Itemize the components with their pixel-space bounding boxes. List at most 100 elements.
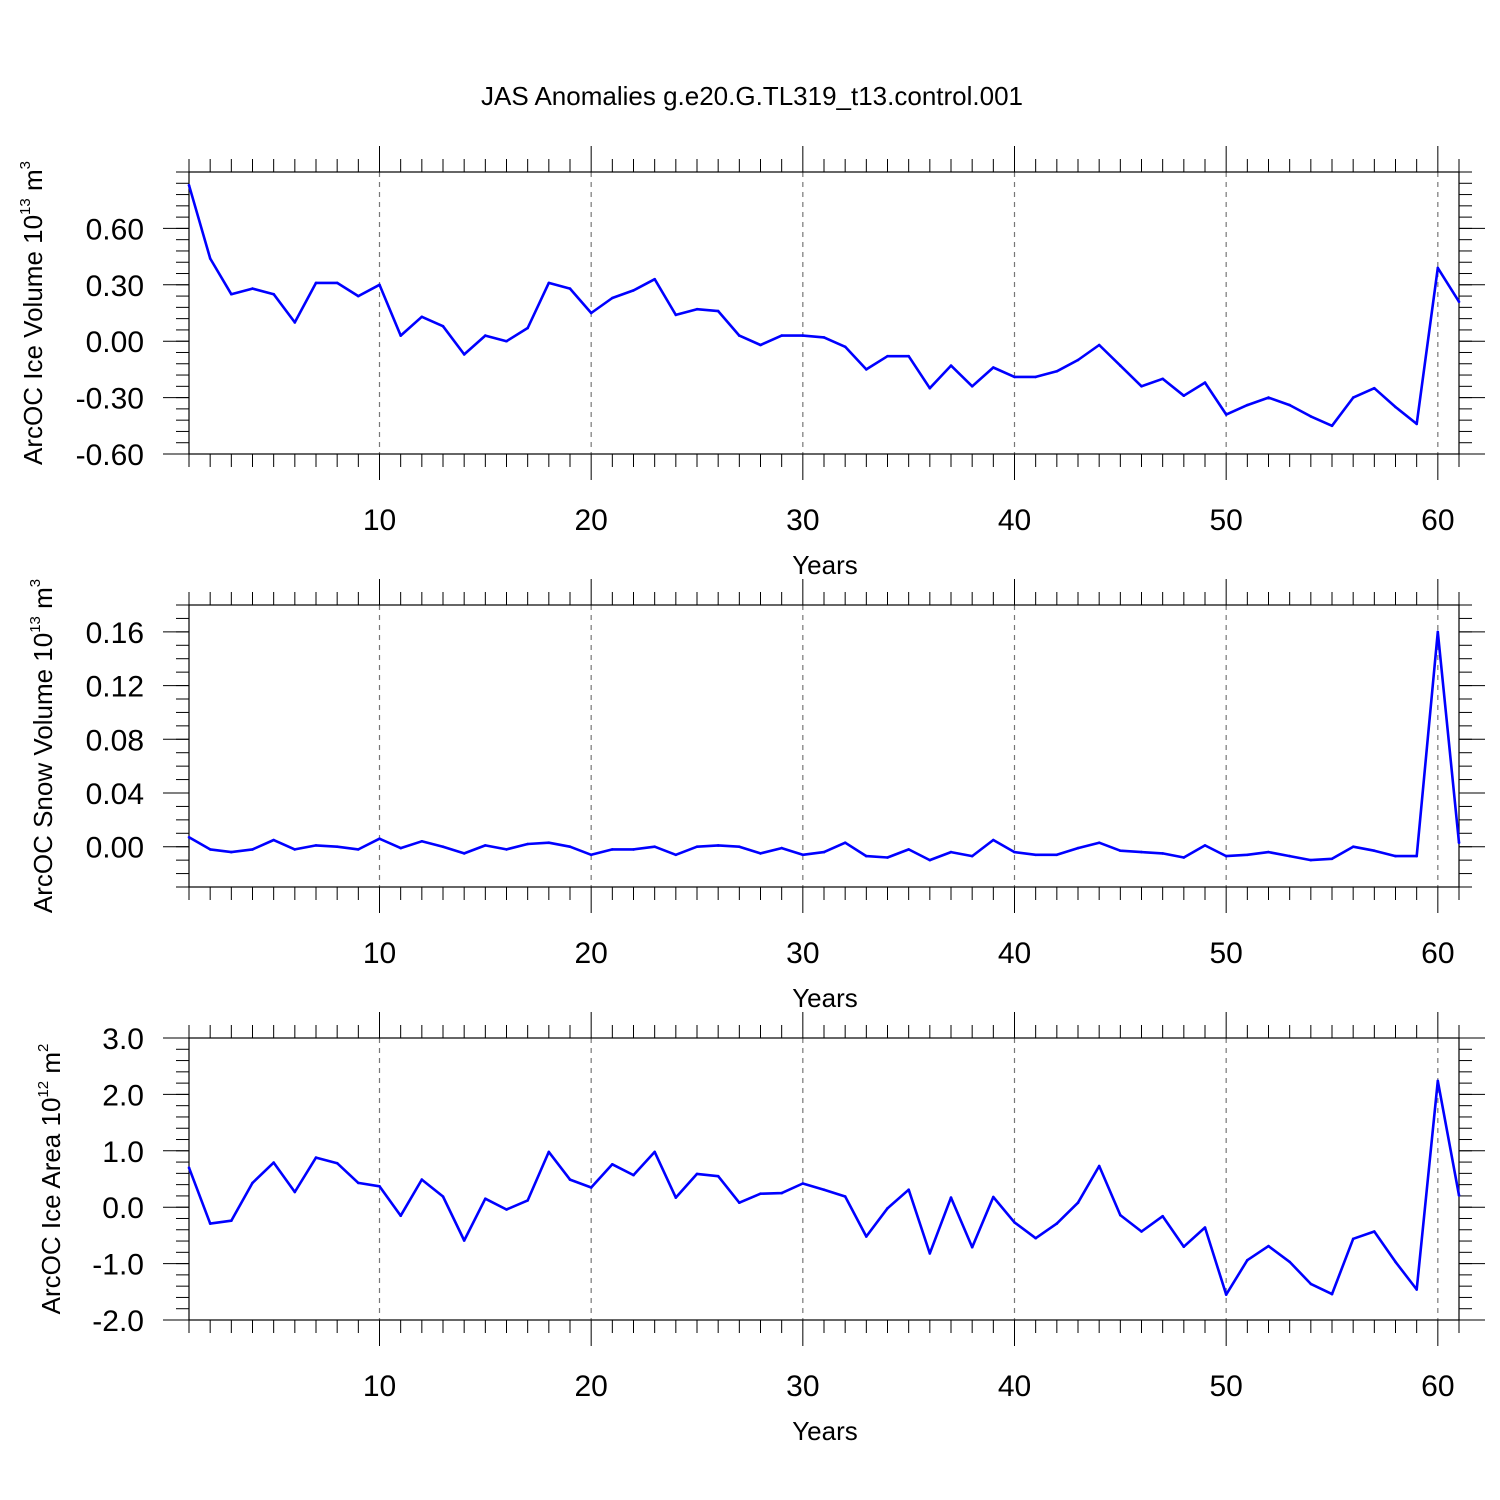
data-point — [1182, 1245, 1186, 1248]
y-axis-label: ArcOC Snow Volume 1013 m3 — [27, 579, 58, 913]
chart-panel-2: 0.00 0.04 0.08 0.12 0.16 10 20 30 40 50 60 Years Arc… — [27, 579, 1485, 1013]
y-tick-label: 0.16 — [86, 617, 144, 650]
data-point — [1076, 846, 1080, 850]
data-point — [1330, 424, 1334, 428]
data-point — [886, 856, 889, 859]
y-axis-label-unit-exponent: 3 — [17, 161, 34, 169]
data-point — [1267, 396, 1270, 399]
data-point — [611, 296, 614, 300]
data-point — [653, 277, 656, 281]
data-point — [1161, 852, 1164, 855]
data-point — [716, 1174, 720, 1178]
data-point — [970, 385, 974, 388]
data-point — [1457, 841, 1461, 844]
data-point — [420, 315, 424, 319]
data-point — [462, 353, 466, 356]
data-point — [378, 283, 381, 287]
data-point — [674, 1196, 678, 1199]
data-point — [949, 364, 953, 367]
data-point — [547, 841, 551, 844]
chart-title: JAS Anomalies g.e20.G.TL319_t13.control.… — [481, 81, 1023, 111]
data-point — [1373, 1230, 1376, 1233]
y-axis-label-unit-exponent: 3 — [27, 579, 44, 587]
data-point — [1436, 266, 1440, 270]
data-point — [589, 311, 593, 315]
x-tick-label: 50 — [1209, 1370, 1242, 1403]
y-tick-label: 0.60 — [86, 213, 144, 246]
data-point — [1203, 844, 1207, 847]
data-point — [653, 1150, 656, 1154]
data-point — [1097, 1164, 1101, 1168]
y-tick-label: 0.04 — [86, 778, 144, 811]
y-axis-label: ArcOC Ice Volume 1013 m3 — [17, 161, 48, 465]
data-point — [357, 1181, 360, 1185]
data-point — [208, 848, 212, 851]
y-tick-label: 0.12 — [86, 671, 144, 704]
data-point — [462, 852, 466, 855]
data-point — [1119, 849, 1122, 852]
data-point — [441, 845, 445, 848]
data-point — [801, 1182, 805, 1185]
x-tick-label: 60 — [1421, 504, 1454, 537]
data-point — [992, 366, 995, 369]
data-point — [1224, 1293, 1228, 1296]
data-point — [293, 321, 297, 324]
chart-panel-3: -2.0 -1.0 0.0 1.0 2.0 3.0 10 20 30 40 50 60 Years Arc… — [35, 1012, 1485, 1446]
data-point — [674, 313, 678, 317]
y-axis-label-text: ArcOC Ice Area 10 — [36, 1098, 66, 1315]
data-point — [484, 1197, 487, 1200]
data-point — [399, 846, 403, 850]
data-point — [1119, 1213, 1122, 1217]
data-point — [928, 1252, 932, 1255]
x-tick-label: 40 — [998, 1370, 1031, 1403]
y-axis-label-unit: m — [28, 587, 58, 616]
data-point — [1182, 394, 1186, 398]
data-point — [547, 281, 551, 285]
data-point — [484, 334, 487, 337]
data-point — [1076, 1201, 1080, 1204]
data-point — [716, 844, 720, 847]
data-point — [1140, 850, 1143, 854]
data-point — [526, 326, 529, 330]
data-point — [1373, 386, 1376, 390]
data-point — [801, 853, 805, 857]
x-tick-label: 20 — [574, 504, 607, 537]
data-point — [1457, 1194, 1461, 1197]
data-point — [949, 1196, 953, 1199]
data-point — [526, 1199, 529, 1202]
x-tick-label: 20 — [574, 937, 607, 970]
data-point — [738, 845, 741, 848]
data-point — [505, 848, 508, 851]
data-point — [441, 1195, 445, 1198]
data-point — [1224, 413, 1228, 416]
data-point — [738, 1201, 741, 1204]
data-point — [1288, 1260, 1291, 1264]
data-point — [251, 287, 254, 290]
x-tick-label: 20 — [574, 1370, 607, 1403]
y-axis-label-unit: m — [18, 169, 48, 198]
data-point — [865, 1235, 868, 1238]
data-point — [822, 336, 826, 339]
y-tick-label: 2.0 — [102, 1079, 144, 1112]
x-tick-label: 50 — [1209, 937, 1242, 970]
y-tick-label: -0.30 — [76, 383, 144, 416]
chart-panel-1: -0.60 -0.30 0.00 0.30 0.60 10 20 30 40 50 60 Years A… — [17, 146, 1485, 580]
data-point — [1309, 858, 1313, 862]
data-point — [187, 836, 191, 839]
data-point — [230, 292, 233, 296]
y-axis-label-exponent: 12 — [35, 1081, 52, 1098]
data-point — [1415, 422, 1418, 426]
x-axis-label: Years — [792, 1416, 858, 1446]
data-point — [907, 1188, 910, 1191]
x-axis-label: Years — [792, 983, 858, 1013]
data-point — [230, 850, 233, 854]
data-point — [1034, 375, 1037, 379]
data-point — [1182, 856, 1186, 859]
data-point — [357, 294, 360, 298]
data-point — [589, 853, 593, 857]
data-point — [251, 1181, 254, 1185]
x-axis-label: Years — [792, 550, 858, 580]
data-point — [1436, 630, 1440, 634]
data-point — [1394, 854, 1397, 858]
